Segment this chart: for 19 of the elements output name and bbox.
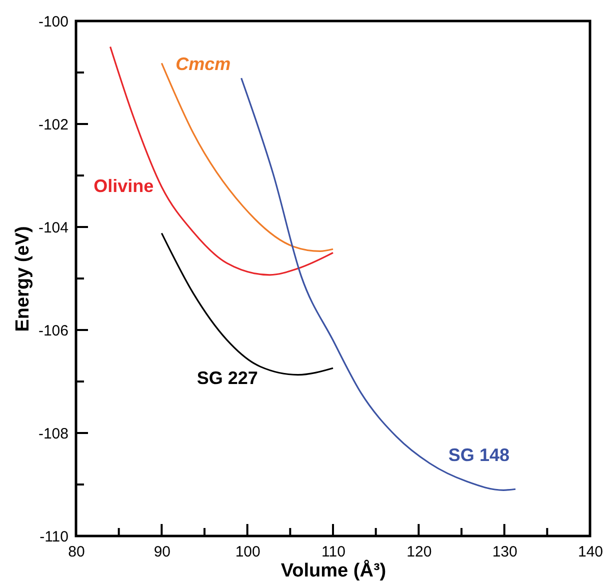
series-label: SG 227: [196, 368, 258, 388]
x-axis-title: Volume (Å³): [280, 560, 386, 582]
y-tick-label: -102: [38, 116, 68, 134]
y-tick-label: -110: [40, 528, 68, 546]
x-tick-label: 100: [235, 544, 260, 560]
x-tick-label: 120: [406, 544, 432, 560]
y-tick-label: -104: [38, 220, 68, 236]
y-tick-label: -106: [38, 322, 68, 340]
x-tick-label: 140: [578, 544, 603, 560]
x-tick-label: 80: [68, 544, 85, 560]
series-label: Cmcm: [176, 54, 231, 74]
x-tick-label: 130: [492, 544, 518, 560]
x-tick-label: 90: [154, 544, 171, 560]
series-label: SG 148: [448, 445, 510, 466]
x-tick-label: 110: [322, 544, 346, 560]
series-label: Olivine: [94, 176, 154, 196]
y-axis-title: Energy (eV): [12, 226, 34, 332]
y-tick-label: -108: [38, 426, 68, 442]
y-tick-label: -100: [38, 14, 68, 30]
